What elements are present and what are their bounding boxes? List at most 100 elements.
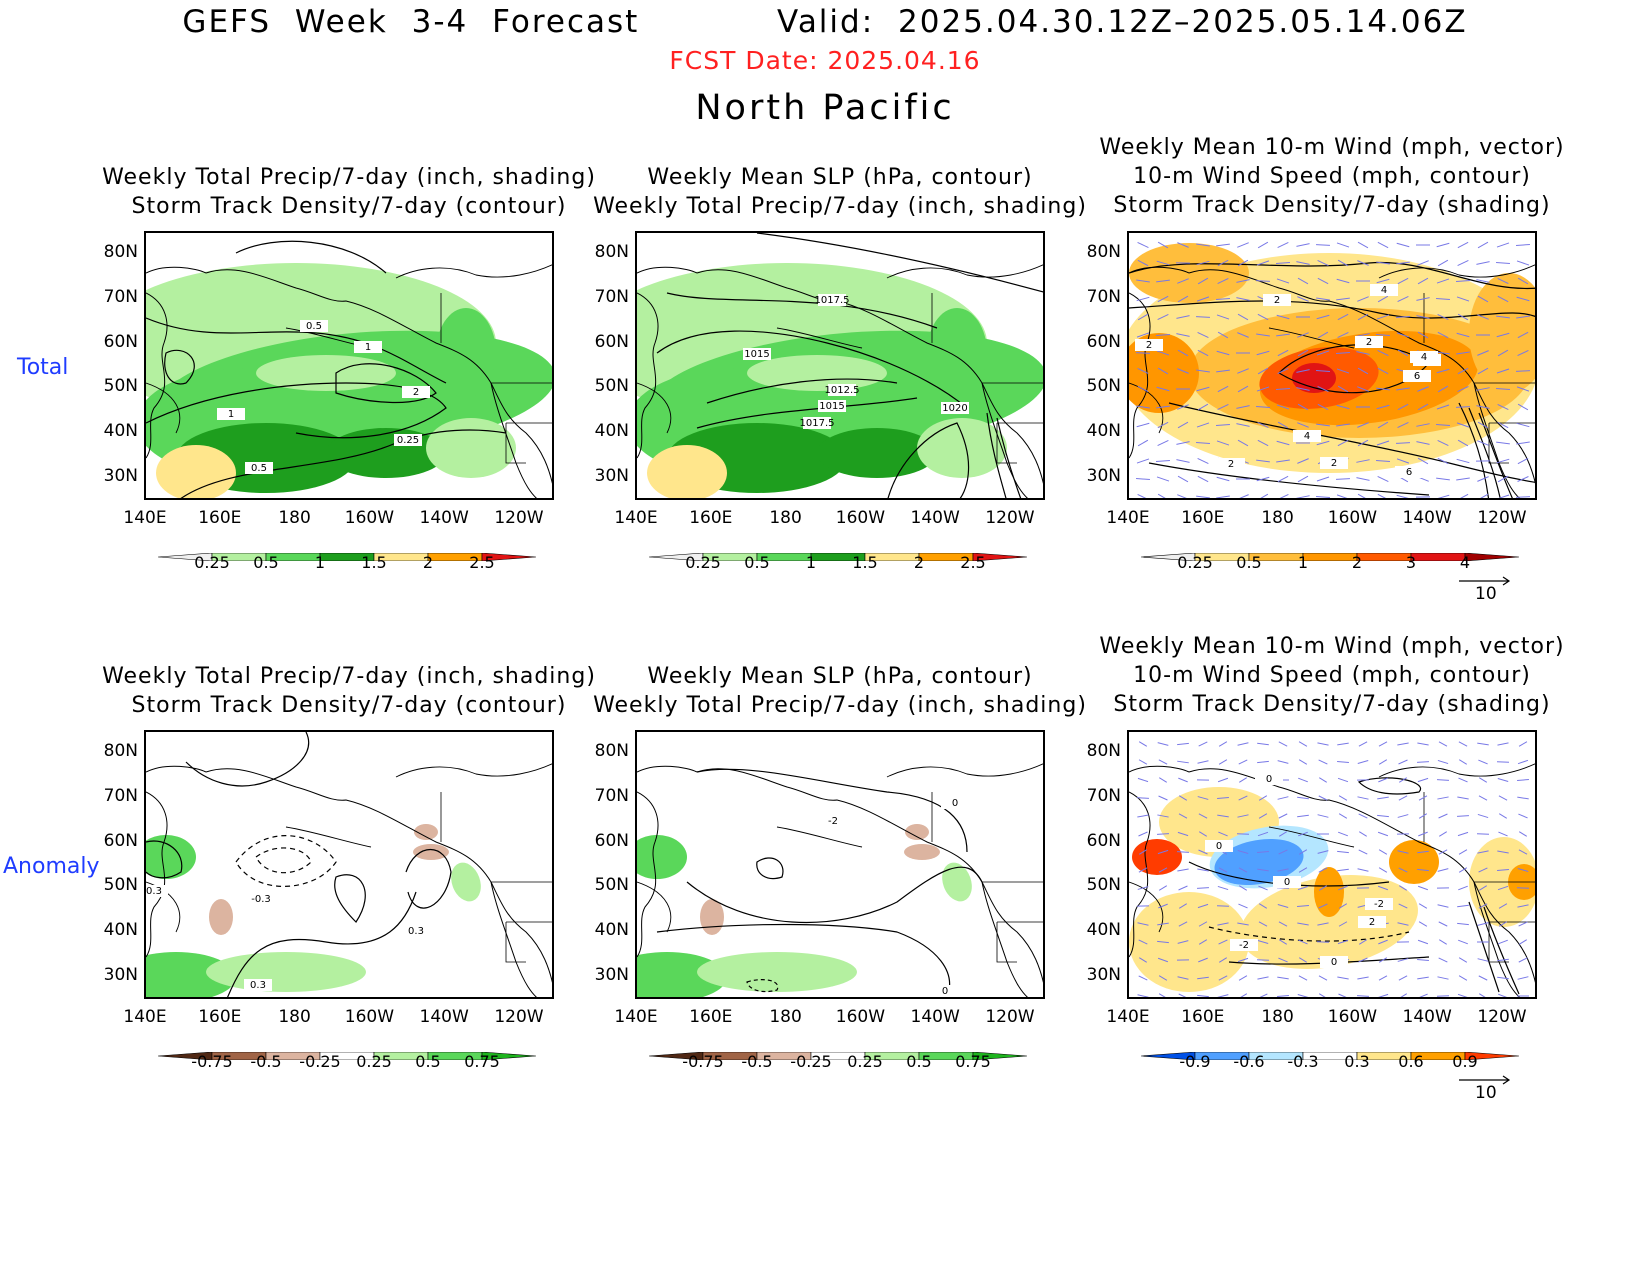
contour-label-bg (743, 348, 771, 360)
wind-vector (1377, 814, 1389, 818)
wind-vector (1336, 494, 1348, 498)
lon-tick-label: 160E (1181, 508, 1225, 528)
lon-tick-label: 160W (1327, 508, 1378, 528)
contour-label: 0 (952, 798, 958, 809)
contour-label-bg (217, 408, 245, 420)
lon-tick-label: 140W (1402, 1007, 1452, 1027)
wind-vector (1398, 795, 1408, 801)
wind-vector (1376, 334, 1390, 336)
wind-vector (1257, 940, 1269, 944)
shading-region (697, 952, 857, 992)
contour-label: 4 (1381, 285, 1387, 296)
map-panel-total_wind: 24224644262 (1127, 231, 1537, 500)
contour-label: 0 (942, 986, 948, 997)
shading-region (1132, 839, 1182, 875)
wind-vector (1237, 439, 1249, 447)
wind-vector (1518, 741, 1528, 747)
contour-label: 0.5 (306, 321, 322, 332)
wind-vector (1177, 368, 1189, 374)
wind-vector (1197, 332, 1209, 338)
wind-vector (1396, 242, 1410, 248)
colorbar-tick-label: -0.75 (191, 1052, 233, 1071)
colorbar-tick-label: 1 (314, 553, 326, 572)
lon-tick-label: 160E (689, 508, 733, 528)
wind-vector (1458, 759, 1468, 765)
wind-vector (1516, 386, 1530, 392)
wind-vector (1477, 476, 1489, 482)
lat-tick-label: 80N (594, 741, 629, 761)
wind-vector (1477, 350, 1489, 356)
panel-title-total_slp-1: Weekly Mean SLP (hPa, contour) (647, 165, 1033, 190)
wind-vector (1417, 885, 1429, 891)
contour-label: -2 (1374, 899, 1384, 910)
colorbar-tick-label: 0.9 (1452, 1052, 1478, 1071)
contour-line (1378, 763, 1535, 778)
wind-vector (1517, 277, 1529, 285)
wind-vector (1276, 278, 1290, 284)
wind-vector (1256, 386, 1270, 392)
wind-vector (1517, 403, 1529, 411)
lat-tick-label: 70N (1086, 286, 1121, 307)
wind-vector (1398, 777, 1408, 783)
wind-vector (1217, 777, 1229, 783)
contour-label-bg (1370, 284, 1398, 296)
wind-vector (1496, 332, 1510, 338)
lon-tick-label: 160W (344, 508, 395, 528)
wind-vector (1496, 315, 1510, 319)
contour-line (146, 317, 447, 384)
wind-vector (1279, 494, 1289, 498)
wind-vector (1217, 259, 1229, 267)
wind-vector (1257, 421, 1269, 429)
wind-vector (1397, 422, 1409, 428)
lat-tick-label: 30N (103, 965, 138, 985)
wind-vector (1378, 975, 1388, 981)
contour-label: 0.3 (408, 926, 424, 937)
wind-vector (1358, 813, 1368, 819)
wind-vector (1477, 922, 1489, 926)
wind-vector (1458, 975, 1468, 981)
wind-vector (1239, 777, 1247, 783)
wind-vector (1156, 279, 1170, 283)
wind-vector (1456, 296, 1470, 302)
wind-vector (1357, 367, 1369, 375)
wind-vector (1336, 368, 1350, 374)
lon-tick-label: 120W (494, 1007, 544, 1027)
wind-vector (1177, 831, 1189, 837)
contour-line (1378, 264, 1535, 279)
wind-vector (1176, 441, 1190, 445)
shading-region (426, 418, 516, 478)
wind-vector (1518, 813, 1528, 819)
contour-line (986, 412, 1022, 498)
wind-vector (1496, 242, 1510, 248)
panel-title-anom_slp-1: Weekly Mean SLP (hPa, contour) (647, 664, 1033, 689)
wind-vector (1478, 759, 1488, 765)
wind-vector (1317, 260, 1329, 266)
wind-vector (1457, 796, 1469, 800)
wind-vector (1377, 349, 1389, 357)
wind-vector (1196, 243, 1210, 247)
wind-vector (1276, 333, 1290, 337)
contour-label-bg (818, 294, 846, 306)
lat-tick-label: 40N (594, 421, 629, 442)
wind-vector (1319, 777, 1327, 783)
wind-vector (1337, 331, 1349, 339)
wind-vector (1156, 333, 1170, 337)
wind-vector (1276, 440, 1290, 446)
wind-vector (1317, 922, 1329, 926)
contour-line (180, 429, 507, 498)
shading-region (1129, 892, 1249, 992)
row-label-total: Total (17, 355, 69, 380)
wind-vector (1277, 349, 1289, 357)
wind-vector (1238, 795, 1248, 801)
colorbar-tick-label: 0.25 (1177, 553, 1213, 572)
contour-label: -2 (828, 816, 838, 827)
wind-vector (1338, 885, 1348, 891)
wind-vector (1139, 957, 1147, 963)
wind-vector (1356, 351, 1370, 355)
shading-region (637, 952, 727, 997)
wind-vector (1238, 867, 1248, 873)
map-svg-total_precip: 0.5 1 2 1 0.25 0.5 (146, 240, 552, 498)
wind-vector (1197, 994, 1209, 997)
wind-vector (1256, 260, 1270, 266)
wind-vector (1197, 903, 1209, 909)
